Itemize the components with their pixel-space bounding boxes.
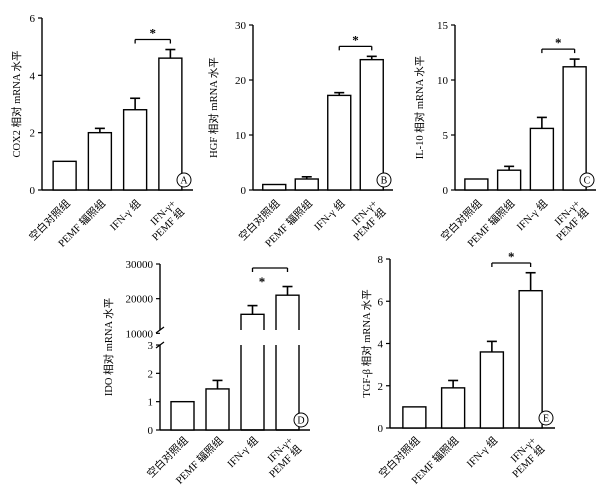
y-axis-title: HGF 相对 mRNA 水平 xyxy=(207,57,220,158)
bar xyxy=(440,387,466,429)
y-axis-title: IDO 相对 mRNA 水平 xyxy=(102,298,115,396)
bar-upper-segment xyxy=(275,294,300,330)
x-category-label-line: IFN-γ 组 xyxy=(224,434,261,471)
y-tick-label: 10 xyxy=(235,130,247,142)
x-category-label: IFN-γ 组 xyxy=(464,434,501,471)
x-category-label: IFN-γ+PEMF 组 xyxy=(142,198,187,243)
panel-letter: C xyxy=(584,176,591,187)
bar xyxy=(205,388,230,431)
y-tick-label: 6 xyxy=(378,296,384,308)
y-axis-title: TGF-β 相对 mRNA 水平 xyxy=(360,289,373,397)
x-category-label: IFN-γ 组 xyxy=(311,197,348,234)
bar xyxy=(262,183,287,191)
panel-letter-circle xyxy=(293,412,309,428)
y-tick-label: 8 xyxy=(378,254,384,266)
y-tick-label: 0 xyxy=(378,423,384,435)
x-category-label-line: IFN-γ 组 xyxy=(514,197,551,234)
y-tick-label: 30000 xyxy=(126,259,154,271)
significance-star: * xyxy=(259,274,266,289)
bar xyxy=(122,109,148,191)
significance-star: * xyxy=(352,32,359,47)
y-tick-label: 5 xyxy=(443,130,449,142)
bar xyxy=(562,66,587,191)
y-tick-label: 4 xyxy=(378,339,384,351)
y-tick-label: 2 xyxy=(148,368,154,380)
panel-letter-circle xyxy=(376,172,392,188)
x-category-label: IFN-γ+PEMF 组 xyxy=(343,198,388,243)
panel-letter: B xyxy=(381,176,388,187)
x-category-label: IFN-γ+PEMF 组 xyxy=(259,435,304,480)
bar xyxy=(518,289,543,429)
y-tick-label: 0 xyxy=(30,185,36,197)
bar xyxy=(479,351,505,429)
significance-star: * xyxy=(508,249,515,264)
bar-upper-segment xyxy=(240,313,265,330)
x-category-label-line: IFN-γ 组 xyxy=(464,434,501,471)
bar xyxy=(158,57,183,191)
y-tick-label: 10000 xyxy=(126,328,154,340)
bar xyxy=(170,400,195,431)
y-tick-label: 4 xyxy=(30,70,36,82)
y-tick-label: 0 xyxy=(241,185,247,197)
x-category-label-line: IFN-γ 组 xyxy=(107,197,144,234)
y-tick-label: 30 xyxy=(235,20,247,32)
panel-letter: D xyxy=(297,416,304,427)
y-tick-label: 2 xyxy=(378,381,384,393)
y-tick-label: 3 xyxy=(148,340,154,352)
y-axis-title: IL-10 相对 mRNA 水平 xyxy=(413,56,426,160)
y-tick-label: 6 xyxy=(30,13,36,25)
x-category-label: IFN-γ+PEMF 组 xyxy=(546,198,591,243)
panel-letter: A xyxy=(180,176,188,187)
panel-letter: E xyxy=(543,414,549,425)
y-tick-label: 10 xyxy=(437,75,449,87)
x-category-label: IFN-γ+PEMF 组 xyxy=(502,435,547,480)
bar xyxy=(294,178,319,191)
bar xyxy=(496,169,522,191)
bar xyxy=(529,127,555,191)
y-axis-title: COX2 相对 mRNA 水平 xyxy=(10,50,23,157)
bar xyxy=(402,406,427,429)
x-category-label: IFN-γ 组 xyxy=(107,197,144,234)
x-category-label: IFN-γ 组 xyxy=(514,197,551,234)
x-category-label: IFN-γ 组 xyxy=(224,434,261,471)
axis-break-mark xyxy=(155,326,165,334)
y-tick-label: 20 xyxy=(235,75,247,87)
y-tick-label: 0 xyxy=(443,185,449,197)
bar xyxy=(327,94,352,191)
bar xyxy=(359,58,384,191)
bar xyxy=(87,131,113,191)
panel-letter-circle xyxy=(538,410,554,426)
panel-letter-circle xyxy=(579,172,595,188)
bar-lower-segment xyxy=(240,345,265,431)
bar xyxy=(464,178,489,191)
y-tick-label: 2 xyxy=(30,128,36,140)
significance-star: * xyxy=(555,35,562,50)
y-tick-label: 20000 xyxy=(126,294,154,306)
bar xyxy=(52,160,77,191)
panel-letter-circle xyxy=(176,172,192,188)
significance-star: * xyxy=(150,26,157,41)
y-tick-label: 0 xyxy=(148,425,154,437)
x-category-label-line: IFN-γ 组 xyxy=(311,197,348,234)
y-tick-label: 1 xyxy=(148,397,154,409)
y-tick-label: 15 xyxy=(437,20,449,32)
bar-lower-segment xyxy=(275,345,300,431)
